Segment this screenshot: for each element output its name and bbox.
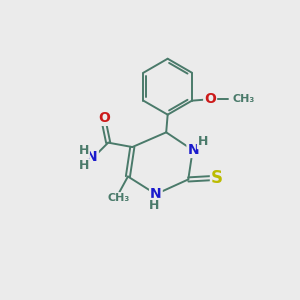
Text: N: N [150, 187, 162, 201]
Text: N: N [86, 150, 98, 164]
Text: H: H [149, 199, 160, 212]
Text: CH₃: CH₃ [233, 94, 255, 104]
Text: H: H [198, 135, 208, 148]
Text: O: O [204, 92, 216, 106]
Text: O: O [98, 111, 110, 125]
Text: N: N [188, 143, 199, 157]
Text: S: S [211, 169, 223, 187]
Text: H: H [79, 159, 89, 172]
Text: H: H [79, 144, 89, 158]
Text: CH₃: CH₃ [108, 193, 130, 203]
